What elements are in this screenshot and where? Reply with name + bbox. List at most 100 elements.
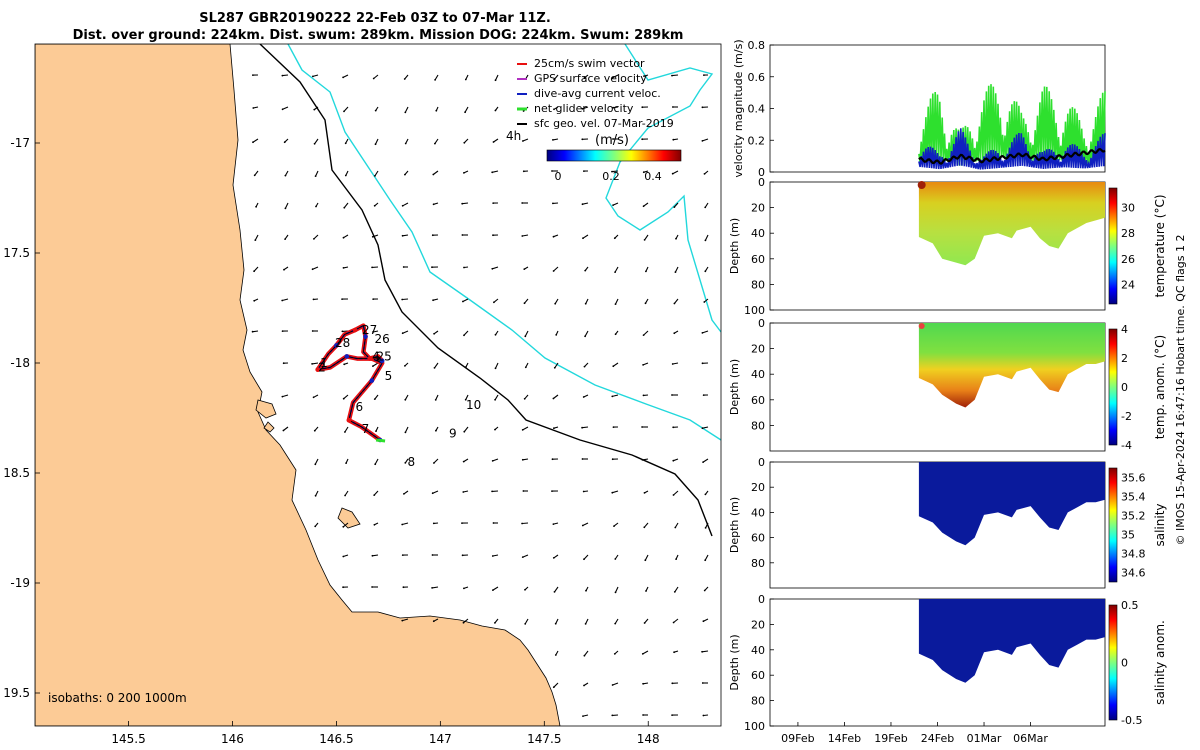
temp_anom-colorbar-tick: -2 xyxy=(1121,410,1132,423)
velocity-y-tick-label: 0.2 xyxy=(748,134,766,147)
time-tick-label: 01Mar xyxy=(967,732,1002,745)
geo-vector xyxy=(673,618,679,623)
geo-vector-head xyxy=(311,330,314,332)
geo-vector-head xyxy=(642,682,644,685)
geo-vector-head xyxy=(584,335,586,338)
day-label: 9 xyxy=(449,426,457,440)
geo-vector xyxy=(583,554,589,560)
geo-vector xyxy=(492,586,499,591)
geo-vector xyxy=(674,586,679,593)
velocity-y-tick-label: 0.6 xyxy=(748,71,766,84)
geo-vector xyxy=(375,138,379,145)
temperature-ylabel: Depth (m) xyxy=(728,218,741,274)
temp_anom-colorbar-tick: -4 xyxy=(1121,439,1132,452)
geo-vector xyxy=(342,74,349,78)
geo-vector-head xyxy=(523,302,526,305)
geo-vector-head xyxy=(582,237,584,240)
geo-vector-head xyxy=(463,334,465,337)
geo-vector-head xyxy=(672,426,675,429)
geo-vector-head xyxy=(434,142,436,145)
geo-vector-head xyxy=(671,394,673,396)
geo-vector-head xyxy=(463,141,466,144)
geo-vector-head xyxy=(491,555,494,557)
temperature-colorbar-tick: 28 xyxy=(1121,227,1135,240)
salinity-colorbar xyxy=(1108,467,1118,583)
velocity-y-tick-label: 0.8 xyxy=(748,39,766,52)
geo-vector-head xyxy=(671,363,674,365)
geo-vector-head xyxy=(404,142,407,145)
map-y-tick-label: 18.5 xyxy=(3,466,30,480)
geo-vector xyxy=(554,298,559,304)
velocity-series-line xyxy=(918,148,1106,165)
geo-vector-head xyxy=(642,205,645,208)
geo-vector xyxy=(374,458,379,465)
geo-vector-head xyxy=(643,492,646,494)
geo-vector-head xyxy=(581,458,584,460)
geo-vector-head xyxy=(493,301,495,304)
geo-vector xyxy=(282,74,289,77)
geo-vector xyxy=(585,618,589,625)
geo-vector-head xyxy=(521,429,524,431)
geo-vector-head xyxy=(342,267,345,269)
geo-vector xyxy=(524,330,529,337)
geo-vector-head xyxy=(373,398,376,400)
map-x-tick-label: 147 xyxy=(429,732,452,746)
geo-vector xyxy=(671,74,679,77)
geo-vector-head xyxy=(282,362,285,365)
geo-vector-head xyxy=(611,714,614,717)
geo-vector-head xyxy=(704,206,707,209)
geo-vector xyxy=(252,330,259,333)
geo-vector-head xyxy=(642,394,645,397)
geo-vector-head xyxy=(551,170,553,172)
geo-vector-head xyxy=(491,171,494,174)
title-line1: SL287 GBR20190222 22-Feb 03Z to 07-Mar 1… xyxy=(199,11,551,26)
temperature-colorbar-tick: 24 xyxy=(1121,279,1135,292)
geo-vector-head xyxy=(673,651,675,654)
geo-vector-head xyxy=(671,714,673,716)
geo-vector-head xyxy=(344,431,346,433)
temperature-y-tick-label: 20 xyxy=(751,202,765,215)
geo-vector-head xyxy=(641,426,643,428)
geo-vector-head xyxy=(581,524,584,527)
geo-vector xyxy=(582,106,589,110)
anomaly-surface-spot xyxy=(918,323,925,329)
geo-vector xyxy=(404,426,409,433)
geo-vector-head xyxy=(674,526,677,529)
salinity-clabel: salinity xyxy=(1153,503,1167,546)
geo-vector-head xyxy=(255,205,257,208)
geo-vector-head xyxy=(404,111,407,114)
geo-vector-head xyxy=(672,138,675,141)
track-point xyxy=(363,334,368,339)
geo-vector-head xyxy=(581,138,584,141)
geo-vector-head xyxy=(462,300,464,303)
geo-vector-head xyxy=(494,367,497,370)
geo-vector-head xyxy=(312,298,315,301)
geo-vector-head xyxy=(431,492,434,495)
salinity-y-tick-label: 80 xyxy=(751,557,765,570)
temp_anom-y-tick-label: 20 xyxy=(751,343,765,356)
geo-vector-head xyxy=(553,366,556,369)
day-label: 1 xyxy=(320,356,328,370)
velocity-y-tick-label: 0 xyxy=(758,166,765,179)
legend-label: net glider velocity xyxy=(534,102,634,115)
geo-vector-head xyxy=(372,77,375,80)
geo-velocity-arrows xyxy=(251,74,709,717)
geo-vector-head xyxy=(491,460,494,462)
geo-vector-head xyxy=(553,78,556,81)
geo-vector-head xyxy=(374,463,377,466)
geo-vector-head xyxy=(315,205,317,208)
geo-vector xyxy=(705,522,709,529)
geo-vector-head xyxy=(614,558,617,560)
geo-vector-head xyxy=(643,526,646,529)
geo-vector-head xyxy=(311,268,314,271)
geo-vector xyxy=(254,234,259,241)
time-tick-label: 19Feb xyxy=(874,732,907,745)
geo-vector-head xyxy=(284,238,286,241)
temp_anom-ylabel: Depth (m) xyxy=(728,359,741,415)
salinity_anom-colorbar-tick: -0.5 xyxy=(1121,714,1142,727)
geo-vector-head xyxy=(524,335,527,338)
geo-vector-head xyxy=(524,366,527,369)
geo-vector-head xyxy=(612,138,614,140)
geo-vector-head xyxy=(461,554,464,557)
geo-vector-head xyxy=(433,367,436,369)
